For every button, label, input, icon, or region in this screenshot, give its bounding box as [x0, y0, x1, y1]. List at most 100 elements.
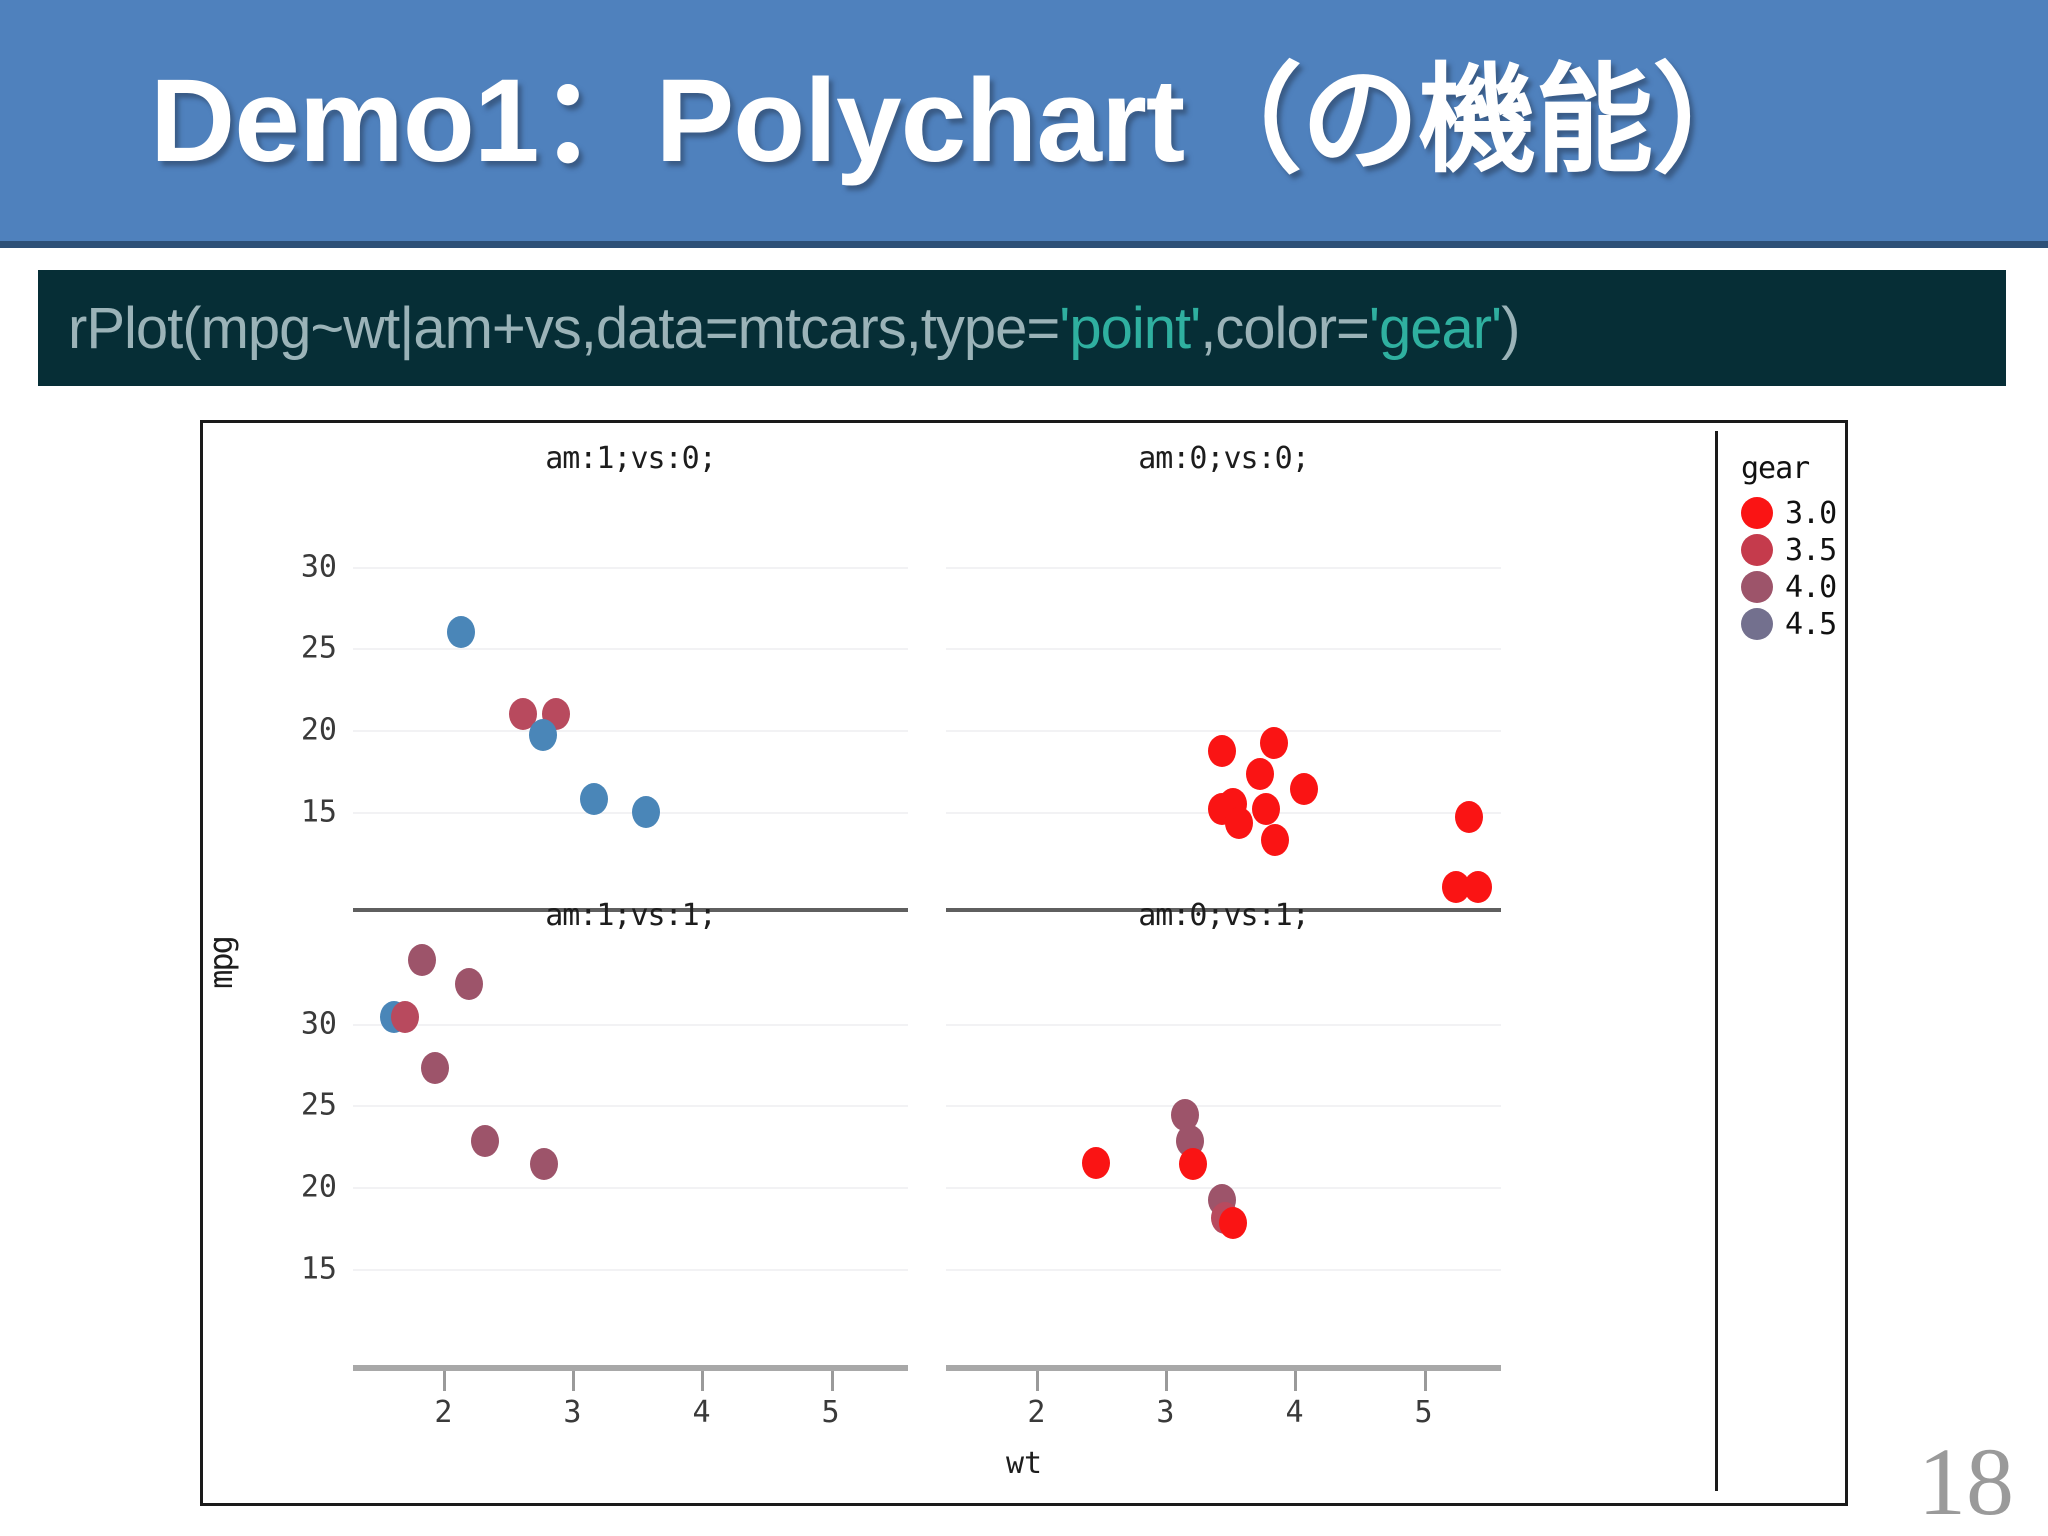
code-string-gear: 'gear' [1368, 295, 1502, 361]
plot-area: 15 20 25 30 am:1;vs:0; am:0;vs:0; 15 20 25 30 am:1… [203, 423, 1845, 1503]
legend-swatch-icon [1741, 608, 1773, 640]
scatter-point[interactable] [408, 943, 437, 976]
gridline [946, 730, 1501, 733]
x-tick [1036, 1371, 1040, 1391]
gridline [946, 1023, 1501, 1026]
gridline [353, 1105, 908, 1108]
facet-title: am:0;vs:0; [1138, 441, 1310, 476]
gridline [353, 730, 908, 733]
legend-item[interactable]: 4.5 [1741, 606, 1851, 642]
y-tick-label: 30 [300, 1006, 337, 1042]
y-tick-label: 25 [300, 630, 337, 666]
scatter-point[interactable] [530, 1148, 559, 1181]
chart-legend: gear 3.0 3.5 4.0 4.5 [1741, 451, 1851, 644]
y-tick-label: 20 [300, 1169, 337, 1205]
legend-swatch-icon [1741, 534, 1773, 566]
facet-panel: am:1;vs:0; [353, 441, 908, 912]
scatter-point[interactable] [1208, 735, 1237, 768]
facet-title: am:1;vs:0; [545, 441, 717, 476]
scatter-point[interactable] [1261, 823, 1290, 856]
scatter-point[interactable] [1245, 758, 1274, 791]
x-tick-label: 3 [1156, 1395, 1175, 1430]
x-tick [572, 1371, 576, 1391]
legend-item-label: 3.0 [1785, 495, 1837, 531]
y-tick-label: 15 [300, 1251, 337, 1287]
x-tick [1294, 1371, 1298, 1391]
legend-rows: 3.0 3.5 4.0 4.5 [1741, 495, 1851, 642]
gridline [946, 648, 1501, 651]
chart-frame: 15 20 25 30 am:1;vs:0; am:0;vs:0; 15 20 25 30 am:1… [200, 420, 1848, 1506]
gridline [353, 812, 908, 815]
legend-item[interactable]: 4.0 [1741, 569, 1851, 605]
x-axis-label: wt [1005, 1446, 1043, 1481]
x-tick-label: 5 [821, 1395, 840, 1430]
scatter-point[interactable] [1463, 871, 1492, 904]
scatter-point[interactable] [580, 782, 609, 815]
scatter-point[interactable] [1082, 1146, 1111, 1179]
facet-title: am:1;vs:1; [545, 898, 717, 933]
code-snippet-bar: rPlot(mpg~wt|am+vs,data=mtcars,type='poi… [38, 270, 2006, 386]
facet-baseline [353, 908, 908, 912]
code-snippet-text: rPlot(mpg~wt|am+vs,data=mtcars,type='poi… [68, 295, 1520, 362]
scatter-point[interactable] [631, 796, 660, 829]
facet-panel: am:0;vs:1; 2 3 4 5 [946, 898, 1501, 1430]
x-tick-label: 2 [1027, 1395, 1046, 1430]
scatter-point[interactable] [1218, 1207, 1247, 1240]
gridline [353, 566, 908, 569]
legend-swatch-icon [1741, 497, 1773, 529]
slide-title-bar: Demo1：Polychart（の機能） [0, 0, 2048, 248]
scatter-point[interactable] [1179, 1148, 1208, 1181]
legend-item[interactable]: 3.0 [1741, 495, 1851, 531]
x-tick [830, 1371, 834, 1391]
x-tick [701, 1371, 705, 1391]
scatter-point[interactable] [420, 1051, 449, 1084]
legend-title: gear [1741, 451, 1810, 486]
slide-page-number: 18 [1918, 1428, 2014, 1535]
x-tick [1423, 1371, 1427, 1391]
scatter-point[interactable] [470, 1125, 499, 1158]
gridline [946, 1105, 1501, 1108]
x-tick [443, 1371, 447, 1391]
facet-panel: am:1;vs:1; 2 3 4 5 [353, 898, 908, 1430]
y-tick-label: 20 [300, 712, 337, 748]
x-tick-label: 4 [1285, 1395, 1304, 1430]
scatter-point[interactable] [390, 1001, 419, 1034]
y-tick-label: 25 [300, 1087, 337, 1123]
legend-item-label: 4.5 [1785, 606, 1837, 642]
gridline [946, 566, 1501, 569]
scatter-point[interactable] [1289, 773, 1318, 806]
y-tick-label: 30 [300, 549, 337, 585]
gridline [353, 1269, 908, 1272]
scatter-point[interactable] [1252, 792, 1281, 825]
scatter-point[interactable] [1224, 807, 1253, 840]
facet-baseline [946, 908, 1501, 912]
facet-title: am:0;vs:1; [1138, 898, 1310, 933]
x-tick-label: 5 [1414, 1395, 1433, 1430]
code-prefix: rPlot(mpg~wt|am+vs,data=mtcars,type= [68, 295, 1060, 361]
legend-item-label: 4.0 [1785, 569, 1837, 605]
scatter-point[interactable] [1259, 727, 1288, 760]
code-string-point: 'point' [1059, 295, 1201, 361]
scatter-point[interactable] [447, 616, 476, 649]
legend-item[interactable]: 3.5 [1741, 532, 1851, 568]
x-tick-label: 4 [692, 1395, 711, 1430]
gridline [353, 1023, 908, 1026]
gridline [353, 648, 908, 651]
scatter-point[interactable] [528, 719, 557, 752]
y-tick-label: 15 [300, 794, 337, 830]
x-tick [1165, 1371, 1169, 1391]
code-suffix: ) [1501, 295, 1520, 361]
x-tick-label: 2 [434, 1395, 453, 1430]
code-middle: ,color= [1200, 295, 1370, 361]
x-axis-line [353, 1365, 908, 1371]
facet-panel: am:0;vs:0; [946, 441, 1501, 912]
gridline [946, 1269, 1501, 1272]
scatter-point[interactable] [455, 968, 484, 1001]
x-axis-line [946, 1365, 1501, 1371]
legend-divider [1715, 431, 1718, 1491]
page-title: Demo1：Polychart（の機能） [150, 54, 1770, 187]
legend-item-label: 3.5 [1785, 532, 1837, 568]
scatter-point[interactable] [1454, 800, 1483, 833]
legend-swatch-icon [1741, 571, 1773, 603]
y-axis-label: mpg [201, 937, 240, 989]
